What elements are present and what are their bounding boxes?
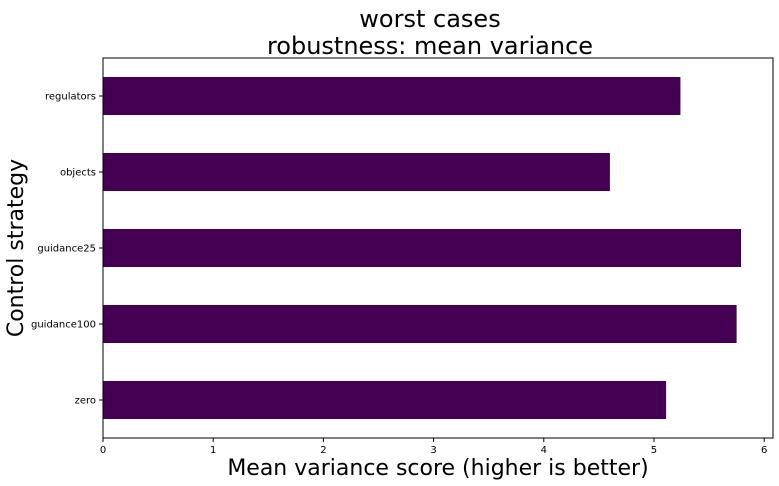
y-ticks-group: zero guidance100 guidance25 objects regulato… <box>31 92 103 407</box>
plot-frame <box>102 57 774 439</box>
y-tick-label-guidance25: guidance25 <box>37 244 96 255</box>
x-tick-label-0: 0 <box>100 445 106 456</box>
chart-title-line-2: robustness: mean variance <box>267 32 593 60</box>
y-tick-label-objects: objects <box>60 168 96 179</box>
x-axis-label: Mean variance score (higher is better) <box>227 456 648 481</box>
x-tick-label-1: 1 <box>210 445 216 456</box>
bars-group <box>103 77 742 419</box>
chart-title-line-1: worst cases <box>359 5 500 33</box>
x-tick-label-3: 3 <box>430 445 436 456</box>
bar-guidance25 <box>103 229 742 267</box>
x-tick-label-6: 6 <box>761 445 767 456</box>
x-tick-label-4: 4 <box>541 445 547 456</box>
x-tick-label-5: 5 <box>651 445 657 456</box>
bar-objects <box>103 153 610 191</box>
y-axis-label: Control strategy <box>4 159 29 337</box>
bar-guidance100 <box>103 305 737 343</box>
bar-zero <box>103 381 667 419</box>
bar-regulators <box>103 77 681 115</box>
x-ticks-group: 0 1 2 3 4 5 6 <box>100 438 767 456</box>
y-tick-label-zero: zero <box>75 396 96 407</box>
x-tick-label-2: 2 <box>320 445 326 456</box>
y-tick-label-regulators: regulators <box>45 92 96 103</box>
y-tick-label-guidance100: guidance100 <box>31 320 96 331</box>
